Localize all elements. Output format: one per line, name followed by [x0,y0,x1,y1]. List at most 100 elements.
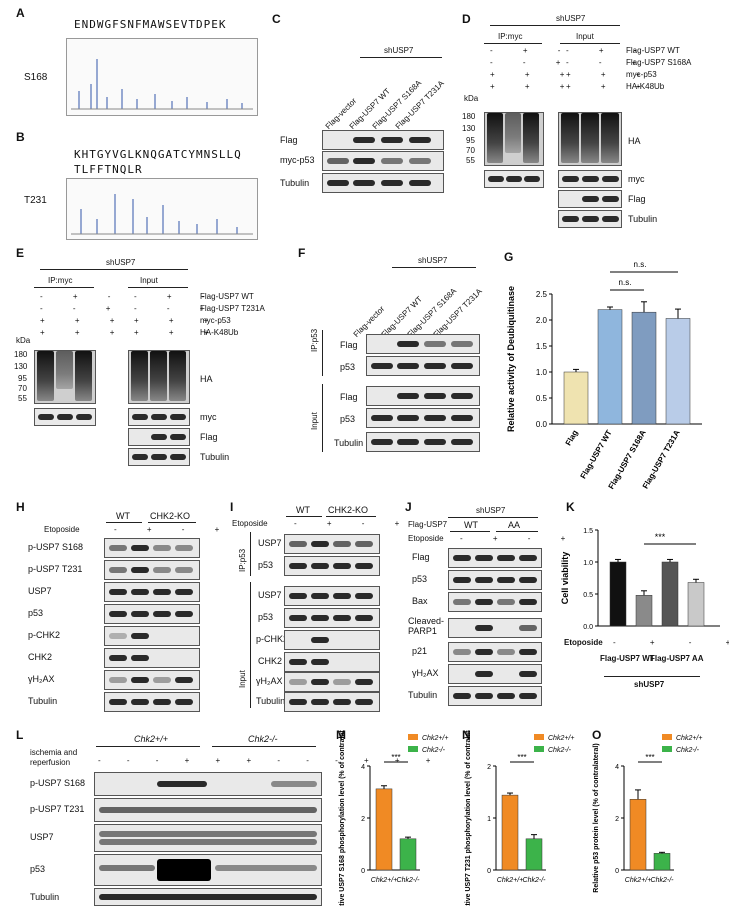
row-label-l-2: USP7 [30,832,54,842]
row-label-d-tubulin: Tubulin [628,214,658,224]
blot-h-4 [104,626,200,646]
row-label-i-ip-1: p53 [258,560,274,570]
g-ns-2: n.s. [634,260,647,269]
bar [687,582,705,627]
marker-e-130: 130 [14,362,28,371]
ms-spectrum-a [66,38,258,116]
group-i-wt: WT [296,505,310,515]
blot-h-7 [104,692,200,712]
cond-e-3: myc-p53 [200,316,231,325]
input-label-e: Input [140,276,158,285]
blot-h-2 [104,582,200,602]
blot-d-myc-input [558,170,622,188]
cond-d-4: HA-K48Ub [626,82,665,91]
row-label-i-in-1: p53 [258,612,274,622]
bar-chart-o: 0 2 4 Relative p53 protein level (% of cont… [593,734,702,893]
cond-d-1: Flag-USP7 WT [626,46,680,55]
row-label-e-tubulin: Tubulin [200,452,230,462]
bar [653,853,671,871]
cond-d-2: Flag-USP7 S168A [626,58,692,67]
blot-j-2 [448,592,542,612]
peptide-sequence-a: ENDWGFSNFMAWSEVTDPEK [74,18,227,31]
legend-swatch [534,734,544,740]
row-label-j-5: γH₂AX [412,668,439,678]
blot-i-in-3 [284,652,380,672]
y-tick-label: 4 [615,764,619,771]
row-label-j-3: Cleaved-PARP1 [408,616,445,636]
bar-chart-k: *** 0.0 0.5 1.0 1.5 Cell viability [560,528,720,631]
panel-label-j: J [405,500,412,514]
row-label-i-in-3: CHK2 [258,656,283,666]
blot-e-tubulin [128,448,190,466]
lane-label-f4: Flag-USP7 T231A [431,286,484,339]
site-label-s168: S168 [24,72,48,83]
blot-c-flag [322,130,444,150]
y-tick-label: 2 [615,816,619,823]
row-label-h-0: p-USP7 S168 [28,542,84,552]
blot-d-tubulin [558,210,622,228]
blot-i-in-1 [284,608,380,628]
bar [661,561,679,627]
y-tick-label: 0.0 [536,420,548,429]
row-label-e-ha: HA [200,374,213,384]
x-tick-label: Chk2-/- [651,877,675,884]
blot-l-2 [94,824,322,852]
x-tick-label: Flag-USP7 WT [579,428,614,480]
row-label-h-1: p-USP7 T231 [28,564,83,574]
row-label-e-flag: Flag [200,432,218,442]
blot-c-mycp53 [322,151,444,171]
x-tick-label: Flag [564,428,580,447]
blot-c-tubulin [322,173,444,193]
legend-swatch [534,746,544,752]
x-tick-label: Flag-USP7 S168A [607,428,648,490]
shusp7-header-f: shUSP7 [418,256,448,265]
legend-swatch [662,746,672,752]
y-tick-label: 1.0 [536,368,548,377]
treatment-h: Etoposide [44,525,80,534]
row-label-d-myc: myc [628,174,645,184]
row-label-l-0: p-USP7 S168 [30,778,86,788]
y-tick-label: 1.0 [583,560,593,567]
y-axis-title: Relative USP7 S168 phosphorylation level… [339,730,346,906]
blot-l-3 [94,854,322,886]
bar [609,561,627,627]
row-label-j-6: Tubulin [408,690,438,700]
group-h-wt: WT [116,511,130,521]
cond-e-4: HA-K48Ub [200,328,239,337]
blot-e-flag [128,428,190,446]
row-label-i-in-2: p-CHK2 [256,634,289,644]
y-tick-label: 0 [615,868,619,875]
legend-swatch [408,734,418,740]
blot-e-ha-input [128,350,190,404]
marker-d-70: 70 [466,146,475,155]
input-label-f: Input [310,412,319,430]
row-label-h-7: Tubulin [28,696,58,706]
x-tick-label: Chk2+/+ [625,877,651,884]
flag-usp7-j: Flag-USP7 [408,520,448,529]
blot-h-3 [104,604,200,624]
row-label-i-in-5: Tubulin [256,696,286,706]
panel-label-l: L [16,728,24,742]
row-label-i-in-4: γH₂AX [256,676,283,686]
legend-swatch [662,734,672,740]
row-label-e-myc: myc [200,412,217,422]
y-tick-label: 4 [361,764,365,771]
legend-label: Chk2+/+ [548,735,574,742]
blot-j-5 [448,664,542,684]
blot-i-usp7-ip [284,534,380,554]
input-label-i: Input [238,670,247,688]
marker-d-130: 130 [462,124,476,133]
cond-e-2: Flag-USP7 T231A [200,304,265,313]
blot-f-flag-input [366,386,480,406]
group-j-aa: AA [508,520,521,530]
y-tick-label: 2 [361,816,365,823]
row-label-f-p53-input: p53 [340,414,356,424]
blot-i-in-5 [284,692,380,712]
k-group-aa: Flag-USP7 AA [650,654,704,663]
legend-label: Chk2-/- [548,747,572,754]
row-label-j-2: Bax [412,596,428,606]
blot-e-ha-ip [34,350,96,404]
bar [525,838,543,871]
row-label-i-ip-0: USP7 [258,538,282,548]
bar-chart-n: 0 1 2 Relative USP7 T231 phosphorylation le… [465,730,574,906]
